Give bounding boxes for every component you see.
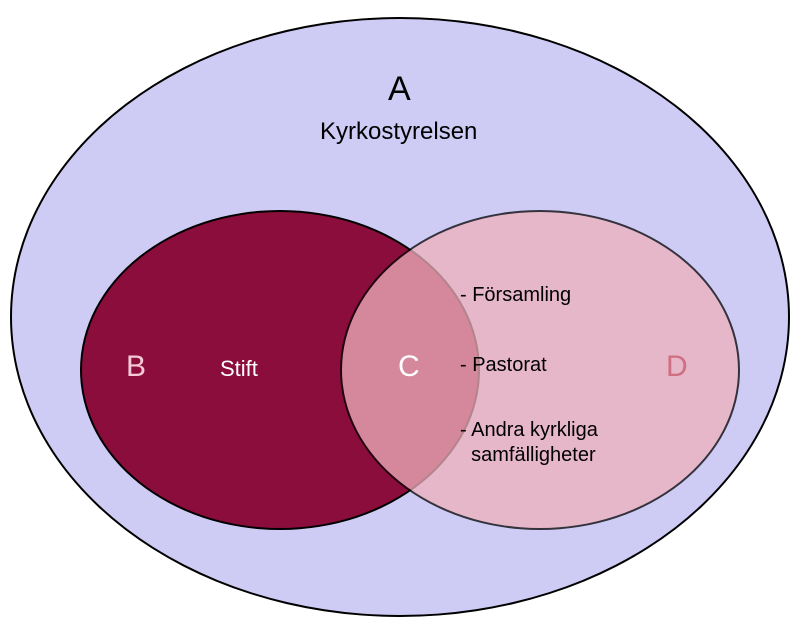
region-b-letter: B xyxy=(126,350,146,384)
region-d-item: - Pastorat xyxy=(460,354,547,377)
region-a-letter: A xyxy=(388,70,411,109)
venn-diagram: A Kyrkostyrelsen B Stift C D - Församlin… xyxy=(0,0,800,634)
region-d-item: - Andra kyrkliga samfälligheter xyxy=(460,418,598,468)
region-d-letter: D xyxy=(666,350,688,384)
region-c-letter: C xyxy=(398,350,420,384)
region-b-title: Stift xyxy=(220,356,258,382)
region-d-item: - Församling xyxy=(460,284,571,307)
region-a-title: Kyrkostyrelsen xyxy=(320,118,477,146)
